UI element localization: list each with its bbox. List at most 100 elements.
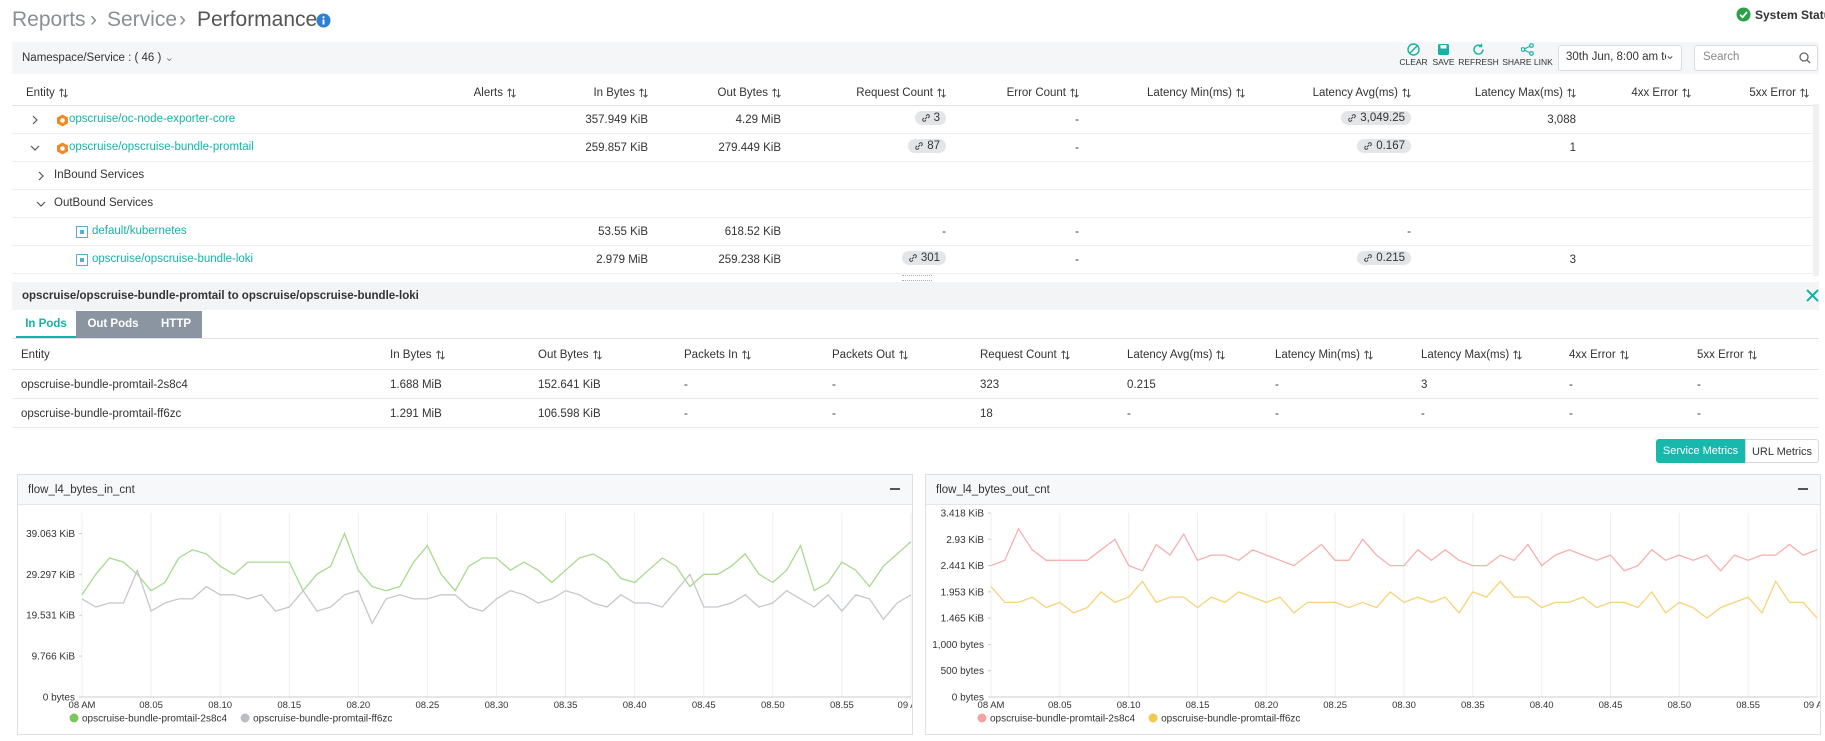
column-header[interactable]: Entity — [26, 87, 68, 99]
column-header[interactable]: Latency Max(ms) — [1475, 87, 1576, 99]
metric-chip[interactable]: 87 — [908, 139, 946, 153]
metric-chip[interactable]: 3,049.25 — [1341, 111, 1411, 125]
cell-value: 357.949 KiB — [585, 114, 648, 126]
column-header[interactable]: In Bytes — [390, 349, 445, 361]
metric-chip[interactable]: 301 — [901, 251, 946, 265]
tab[interactable]: HTTP — [150, 311, 202, 338]
resize-handle[interactable] — [902, 275, 932, 281]
minimize-button[interactable] — [890, 488, 900, 490]
sort-icon — [772, 88, 781, 98]
row-divider — [12, 133, 1813, 134]
namespace-label[interactable]: Namespace/Service : ( 46 ) — [22, 52, 162, 64]
glyph — [1524, 45, 1531, 54]
sort-icon — [58, 88, 68, 98]
tab-rule — [12, 338, 1819, 339]
entity-link[interactable]: opscruise/opscruise-bundle-promtail — [69, 141, 254, 153]
cell-value: 3,049.25 — [1360, 112, 1405, 124]
column-header[interactable]: Out Bytes — [538, 349, 602, 361]
chart-title: flow_l4_bytes_in_cnt — [28, 484, 135, 496]
column-header[interactable]: 4xx Error — [1569, 349, 1629, 361]
cell-value: 53.55 KiB — [598, 226, 648, 238]
date-range[interactable]: 30th Jun, 8:00 am to 3⌄ — [1558, 45, 1682, 71]
sort-icon — [1216, 350, 1226, 360]
info-icon[interactable] — [316, 13, 331, 28]
legend-label[interactable]: opscruise-bundle-promtail-ff6zc — [253, 714, 392, 725]
box — [76, 226, 88, 238]
sort-glyph — [1070, 88, 1079, 98]
toolbar-action[interactable]: REFRESH — [1458, 43, 1499, 67]
column-header[interactable]: Error Count — [1007, 87, 1079, 99]
tab[interactable]: Out Pods — [76, 311, 150, 338]
entity-link[interactable]: opscruise/oc-node-exporter-core — [69, 113, 236, 125]
group-label[interactable]: OutBound Services — [54, 197, 154, 209]
chart-title: flow_l4_bytes_out_cnt — [936, 484, 1050, 496]
column-header[interactable]: Latency Max(ms) — [1421, 349, 1523, 361]
column-header[interactable]: Request Count — [856, 87, 946, 99]
tab[interactable]: In Pods — [16, 311, 76, 338]
cell-value: - — [1421, 408, 1425, 420]
column-header[interactable]: In Bytes — [593, 87, 648, 99]
metric-tab[interactable]: Service Metrics — [1656, 439, 1745, 463]
column-header[interactable]: Out Bytes — [718, 87, 782, 99]
sort-icon — [1070, 88, 1079, 98]
y-tick-label: 3.418 KiB — [941, 509, 985, 520]
toolbar-action[interactable]: SAVE — [1432, 43, 1455, 67]
minimize-button[interactable] — [1798, 488, 1808, 490]
cell-value: 152.641 KiB — [538, 379, 601, 391]
legend-label[interactable]: opscruise-bundle-promtail-2s8c4 — [82, 714, 228, 725]
breadcrumb-item[interactable]: Reports — [12, 8, 86, 31]
column-header-text: In Bytes — [593, 87, 635, 99]
entity-link[interactable]: default/kubernetes — [92, 225, 187, 237]
system-status[interactable]: System Status — [1755, 8, 1825, 22]
column-header[interactable]: Packets In — [684, 349, 751, 361]
sort-glyph — [1402, 88, 1411, 98]
metric-tab[interactable]: URL Metrics — [1745, 439, 1819, 463]
x-tick-label: 08.55 — [1736, 700, 1760, 711]
toolbar-action[interactable]: CLEAR — [1399, 43, 1428, 67]
group-label[interactable]: InBound Services — [54, 169, 145, 181]
column-header[interactable]: Alerts — [474, 87, 516, 99]
hex-dot — [60, 146, 65, 151]
column-header[interactable]: Packets Out — [832, 349, 908, 361]
x-tick-label: 09 AM — [898, 700, 912, 711]
column-header[interactable]: Latency Avg(ms) — [1313, 87, 1411, 99]
column-header[interactable]: 4xx Error — [1631, 87, 1691, 99]
column-header[interactable]: 5xx Error — [1697, 349, 1757, 361]
action-icon — [1473, 43, 1484, 55]
toolbar-action[interactable]: SHARE LINK — [1502, 43, 1553, 67]
x-tick-label: 08.40 — [1530, 700, 1554, 711]
metric-chip[interactable]: 0.215 — [1357, 251, 1411, 265]
dropdown-caret: ⌄ — [1664, 48, 1675, 62]
search-box[interactable]: Search — [1694, 45, 1818, 71]
link-icon — [1364, 254, 1373, 262]
cell-value: - — [1075, 114, 1079, 126]
expand-toggle — [32, 115, 38, 125]
metric-chip[interactable]: 3 — [914, 111, 946, 125]
sort-glyph — [1682, 88, 1691, 98]
column-header[interactable]: 5xx Error — [1749, 87, 1809, 99]
x-tick-label: 08.10 — [208, 700, 232, 711]
close-button[interactable] — [1806, 289, 1819, 302]
column-header[interactable]: Request Count — [980, 349, 1070, 361]
entity-link[interactable]: opscruise/opscruise-bundle-loki — [92, 253, 254, 265]
legend-swatch — [240, 713, 250, 723]
link-icon — [921, 114, 930, 122]
link-icon — [908, 254, 917, 262]
metric-chip[interactable]: 0.167 — [1357, 139, 1411, 153]
cell-value: - — [1697, 379, 1701, 391]
detail-title: opscruise/opscruise-bundle-promtail to o… — [22, 290, 419, 302]
x-tick-label: 08.10 — [1117, 700, 1141, 711]
legend-label[interactable]: opscruise-bundle-promtail-2s8c4 — [990, 714, 1136, 725]
namespace-filter[interactable]: Namespace/Service : ( 46 ) ⌄ — [22, 50, 174, 64]
column-header[interactable]: Latency Min(ms) — [1147, 87, 1245, 99]
y-tick-label: 2.93 KiB — [946, 535, 984, 546]
column-header-text: Packets Out — [832, 349, 895, 361]
column-header[interactable]: Entity — [21, 349, 50, 361]
y-tick-label: 1.465 KiB — [941, 614, 985, 625]
column-header[interactable]: Latency Avg(ms) — [1127, 349, 1226, 361]
row-divider — [12, 427, 1819, 428]
breadcrumb-item[interactable]: Service — [107, 8, 178, 31]
cell-value: - — [1407, 226, 1411, 238]
column-header[interactable]: Latency Min(ms) — [1275, 349, 1373, 361]
legend-label[interactable]: opscruise-bundle-promtail-ff6zc — [1161, 714, 1300, 725]
